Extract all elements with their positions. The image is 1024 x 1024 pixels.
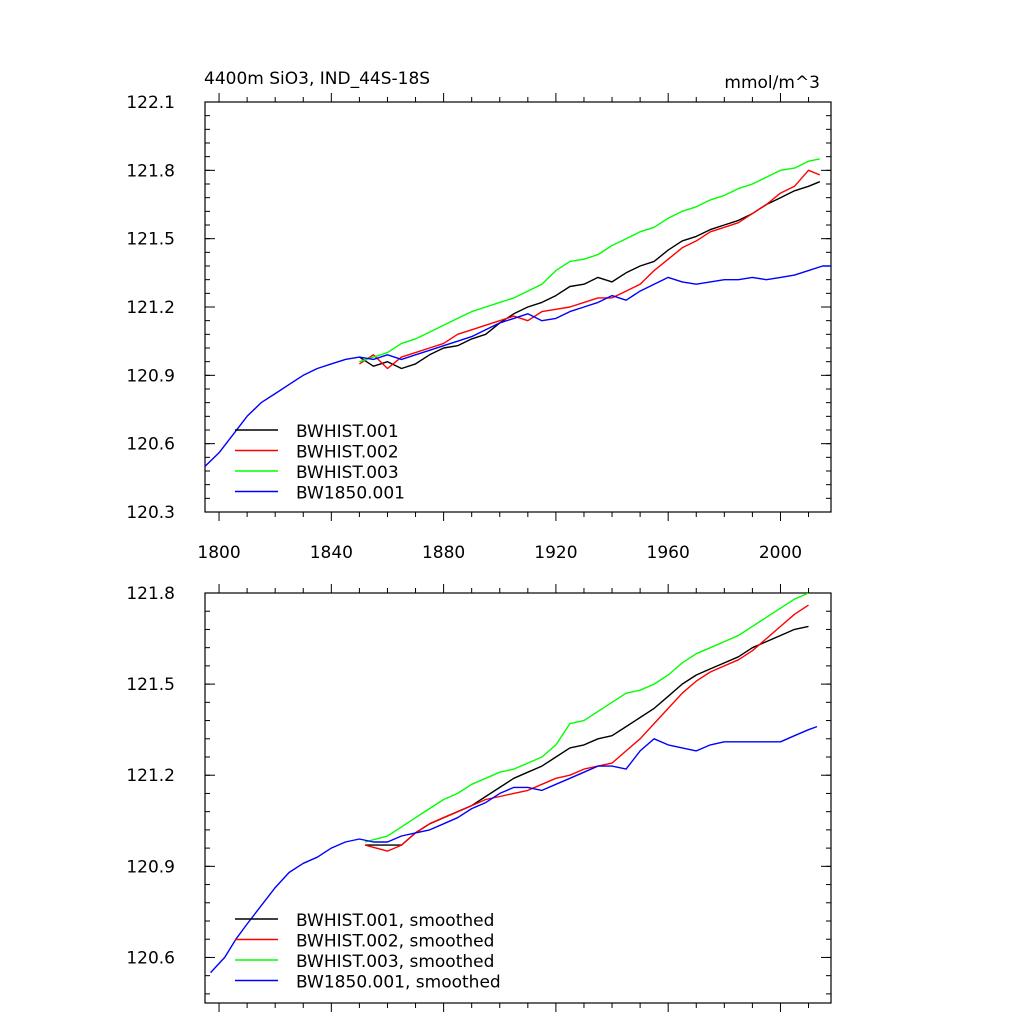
y-tick-label: 120.3 bbox=[126, 503, 175, 523]
series-line-bwhist-002 bbox=[359, 169, 821, 370]
legend-label: BWHIST.003, smoothed bbox=[296, 952, 494, 972]
y-tick-label: 121.5 bbox=[126, 230, 175, 250]
y-tick-label: 121.2 bbox=[126, 298, 175, 318]
legend-label: BW1850.001 bbox=[296, 484, 405, 504]
chart-title: 4400m SiO3, IND_44S-18S bbox=[204, 69, 430, 89]
series-line-bwhist-001 bbox=[365, 625, 809, 846]
x-tick-label: 1920 bbox=[534, 543, 577, 563]
y-tick-label: 120.6 bbox=[126, 435, 175, 455]
legend-label: BWHIST.001 bbox=[296, 422, 399, 442]
y-tick-label: 121.8 bbox=[126, 584, 175, 604]
x-tick-label: 1800 bbox=[197, 543, 240, 563]
y-tick-label: 121.8 bbox=[126, 161, 175, 181]
bottom-chart-panel: 120.6 120.9 121.2 121.5 121.8 BWHIST.001, smo… bbox=[126, 584, 832, 1012]
y-tick-label: 120.6 bbox=[126, 948, 175, 968]
units-label: mmol/m^3 bbox=[724, 73, 820, 93]
y-tick-label: 120.9 bbox=[126, 857, 175, 877]
legend-label: BW1850.001, smoothed bbox=[296, 973, 501, 993]
legend-label: BWHIST.001, smoothed bbox=[296, 911, 494, 931]
series-line-bwhist-001 bbox=[359, 181, 821, 370]
x-tick-label: 2000 bbox=[759, 543, 802, 563]
y-tick-label: 121.5 bbox=[126, 675, 175, 695]
series-line-bwhist-003 bbox=[359, 158, 820, 363]
legend-label: BWHIST.003 bbox=[296, 463, 399, 483]
series-line-bwhist-002 bbox=[364, 604, 809, 852]
y-tick-label: 120.9 bbox=[126, 366, 175, 386]
legend-label: BWHIST.002 bbox=[296, 443, 399, 463]
legend-label: BWHIST.002, smoothed bbox=[296, 932, 494, 952]
series-line-bw1850-001 bbox=[210, 725, 818, 974]
x-tick-label: 1840 bbox=[310, 543, 353, 563]
series-line-bw1850-001 bbox=[205, 265, 831, 467]
x-tick-label: 1880 bbox=[422, 543, 465, 563]
y-tick-label: 122.1 bbox=[126, 93, 175, 113]
y-tick-label: 121.2 bbox=[126, 766, 175, 786]
plot-frame bbox=[204, 592, 832, 1004]
x-tick-label: 1960 bbox=[647, 543, 690, 563]
series-line-bwhist-003 bbox=[364, 593, 809, 843]
top-chart-panel: 1800 1840 1880 1920 1960 2000 120.3 120.6 120.9 1… bbox=[126, 93, 832, 563]
